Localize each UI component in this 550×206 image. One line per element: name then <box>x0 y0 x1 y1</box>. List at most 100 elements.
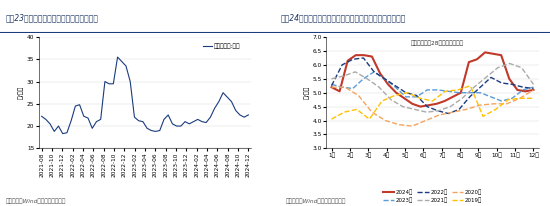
2022年 <box>466 96 473 98</box>
2022年 <box>349 58 356 61</box>
Line: 2024年: 2024年 <box>332 52 534 107</box>
2019年 <box>404 91 410 94</box>
2022年 <box>445 112 452 115</box>
2024年 <box>401 97 408 99</box>
2020年 <box>382 119 389 122</box>
2020年 <box>368 111 375 113</box>
2023年 <box>456 91 463 94</box>
2024年 <box>441 100 448 102</box>
2021年 <box>518 66 525 69</box>
2023年 <box>466 91 473 94</box>
Text: 平均批发价：28种重点监测蔬菜: 平均批发价：28种重点监测蔬菜 <box>410 40 463 46</box>
2019年 <box>492 108 499 111</box>
2020年 <box>463 108 470 111</box>
Legend: 2024年, 2023年, 2022年, 2021年, 2020年, 2019年: 2024年, 2023年, 2022年, 2021年, 2020年, 2019年 <box>381 187 484 205</box>
Text: 图表24：近半月蔬菜价格均值环比延续上涨、但弱于季节性: 图表24：近半月蔬菜价格均值环比延续上涨、但弱于季节性 <box>280 14 406 23</box>
2020年 <box>342 86 348 88</box>
2021年 <box>352 71 359 73</box>
2024年 <box>417 105 424 108</box>
Y-axis label: 元/公斤: 元/公斤 <box>304 86 310 99</box>
2019年 <box>429 100 436 102</box>
2024年 <box>530 89 537 91</box>
2021年 <box>494 66 501 69</box>
2023年 <box>360 77 367 80</box>
2023年 <box>339 86 345 88</box>
2023年 <box>381 77 388 80</box>
2023年 <box>477 91 483 94</box>
2023年 <box>520 89 526 91</box>
2019年 <box>366 118 373 120</box>
2024年 <box>449 96 456 98</box>
2023年 <box>488 96 494 98</box>
2020年 <box>328 86 335 88</box>
2019年 <box>379 100 386 102</box>
2020年 <box>503 103 510 105</box>
Text: 图表23：近半月猪肉价格中枢环比延续回落: 图表23：近半月猪肉价格中枢环比延续回落 <box>6 14 98 23</box>
2022年 <box>339 64 345 66</box>
2024年 <box>328 86 335 88</box>
2023年 <box>445 90 452 92</box>
2024年 <box>522 90 529 92</box>
Text: 资料来源：Wind，国盛证券研究所: 资料来源：Wind，国盛证券研究所 <box>6 198 66 204</box>
2024年 <box>385 83 392 86</box>
Line: 2023年: 2023年 <box>332 72 534 101</box>
2021年 <box>459 97 465 99</box>
2023年 <box>371 71 377 73</box>
2021年 <box>411 108 418 111</box>
2020年 <box>422 119 429 122</box>
2021年 <box>340 75 346 77</box>
2024年 <box>353 54 359 56</box>
2019年 <box>354 108 360 111</box>
2021年 <box>447 105 454 108</box>
2022年 <box>424 105 431 108</box>
2019年 <box>518 97 524 99</box>
2024年 <box>514 89 521 91</box>
2022年 <box>520 86 526 88</box>
Line: 2021年: 2021年 <box>332 63 534 112</box>
2022年 <box>403 91 409 94</box>
2021年 <box>483 76 490 79</box>
2024年 <box>465 61 472 63</box>
Text: 资料来源：Wind，国盛证券研究所: 资料来源：Wind，国盛证券研究所 <box>286 198 346 204</box>
2023年 <box>498 100 505 102</box>
2019年 <box>328 118 335 120</box>
2022年 <box>434 110 441 112</box>
2022年 <box>392 84 399 87</box>
2022年 <box>328 84 335 87</box>
2020年 <box>490 103 497 105</box>
2024年 <box>474 58 480 61</box>
2023年 <box>530 86 537 88</box>
2022年 <box>381 77 388 80</box>
Line: 2019年: 2019年 <box>332 86 534 119</box>
2024年 <box>368 55 375 58</box>
2019年 <box>467 84 474 87</box>
2022年 <box>488 76 494 79</box>
2022年 <box>456 108 463 111</box>
2020年 <box>355 94 362 97</box>
2023年 <box>509 97 515 99</box>
2024年 <box>482 51 488 54</box>
2024年 <box>361 54 367 56</box>
2021年 <box>388 98 394 101</box>
2019年 <box>416 97 423 99</box>
2024年 <box>336 90 343 92</box>
2019年 <box>442 90 448 92</box>
Line: 2022年: 2022年 <box>332 58 534 114</box>
2022年 <box>477 86 483 88</box>
Line: 2020年: 2020年 <box>332 87 534 126</box>
2023年 <box>328 83 335 86</box>
Legend: 平均批发价:猪肉: 平均批发价:猪肉 <box>201 41 242 51</box>
2019年 <box>454 89 461 91</box>
2020年 <box>476 104 483 107</box>
2023年 <box>392 86 399 88</box>
2020年 <box>517 97 524 99</box>
2019年 <box>505 98 512 101</box>
2024年 <box>377 72 383 75</box>
2019年 <box>341 111 348 113</box>
2021年 <box>471 86 477 88</box>
2021年 <box>507 62 513 65</box>
2019年 <box>480 115 486 118</box>
2024年 <box>344 60 351 62</box>
2023年 <box>413 96 420 98</box>
2021年 <box>424 111 430 113</box>
